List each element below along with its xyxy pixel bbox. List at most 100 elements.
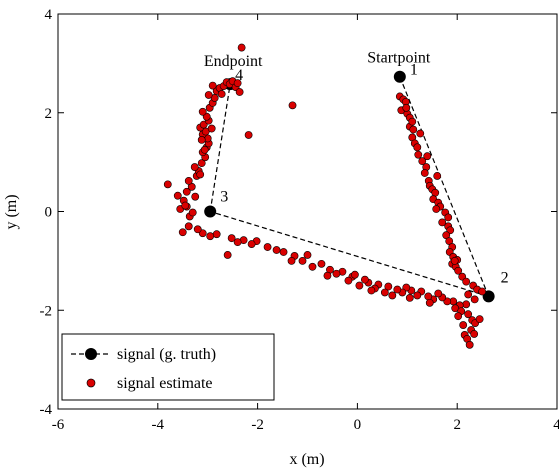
truth-point-label: 4 — [235, 67, 243, 84]
truth-point — [204, 205, 217, 218]
legend-truth-marker — [85, 348, 97, 360]
truth-point-label: 3 — [220, 189, 228, 206]
estimate-point — [420, 169, 429, 177]
truth-point — [482, 290, 495, 303]
estimate-point — [459, 321, 468, 329]
estimate-point — [408, 117, 417, 126]
estimate-point — [303, 251, 312, 259]
estimate-point — [438, 218, 447, 227]
estimate-point — [247, 240, 256, 248]
estimate-point — [197, 159, 206, 168]
truth-path-segment — [209, 84, 231, 212]
x-tick-label: 2 — [453, 417, 461, 433]
estimate-point — [450, 256, 459, 265]
estimate-point — [323, 271, 332, 280]
estimate-point — [173, 191, 182, 200]
estimate-point — [288, 101, 297, 110]
estimate-point — [414, 150, 423, 159]
estimate-point — [287, 256, 296, 265]
truth-point — [393, 70, 406, 83]
estimate-point — [425, 298, 434, 307]
annotation-layer: Startpoint Endpoint — [204, 50, 431, 70]
legend-estimate-marker — [86, 378, 96, 388]
estimate-point — [402, 103, 411, 112]
estimate-point — [204, 91, 213, 99]
estimate-point — [462, 277, 471, 286]
estimate-point — [388, 291, 397, 300]
estimate-point — [227, 234, 236, 243]
estimate-point — [182, 187, 191, 196]
estimate-point — [237, 43, 246, 52]
estimate-point — [418, 157, 427, 166]
estimate-point — [423, 152, 432, 161]
estimate-point — [206, 232, 215, 241]
truth-point-label: 1 — [410, 62, 418, 79]
estimate-point — [332, 269, 341, 278]
estimate-point — [163, 180, 172, 189]
x-tick-label: -4 — [152, 417, 165, 433]
estimate-point — [279, 248, 288, 256]
estimate-point — [190, 163, 199, 171]
y-tick-label: -4 — [40, 402, 53, 418]
estimate-point — [434, 289, 443, 298]
estimate-point — [464, 290, 473, 299]
estimate-point — [200, 145, 209, 154]
legend-box — [61, 333, 275, 401]
x-tick-label: 0 — [354, 417, 362, 433]
estimate-point — [478, 287, 487, 296]
estimate-point — [464, 310, 473, 319]
estimate-point — [409, 125, 418, 134]
estimate-point — [217, 90, 226, 98]
estimate-point — [424, 292, 433, 301]
estimate-point — [475, 315, 484, 324]
estimate-point — [244, 131, 253, 139]
estimate-point — [208, 81, 217, 90]
estimate-point — [462, 300, 471, 309]
annotation-label: Endpoint — [204, 53, 263, 70]
truth-point-label: 2 — [501, 269, 509, 286]
estimate-point — [263, 243, 272, 251]
estimate-point — [196, 170, 205, 179]
y-tick-label: 2 — [45, 106, 53, 122]
estimate-point — [470, 330, 479, 338]
estimate-point — [233, 238, 242, 247]
estimate-point — [413, 143, 422, 152]
estimate-point — [344, 276, 353, 285]
truth-path-segment — [210, 210, 489, 297]
estimate-point — [380, 288, 389, 297]
estimate-point — [413, 291, 422, 300]
estimate-point — [367, 286, 376, 295]
estimate-point — [223, 251, 232, 259]
estimate-point — [317, 259, 326, 268]
y-tick-label: 0 — [45, 205, 53, 221]
estimate-point — [197, 136, 206, 144]
y-axis-label: y (m) — [3, 194, 20, 229]
estimate-point — [465, 340, 474, 349]
estimate-point — [360, 275, 369, 284]
x-tick-label: 4 — [553, 417, 559, 433]
estimate-point — [308, 262, 317, 271]
estimate-point — [235, 88, 244, 96]
estimate-point — [431, 188, 440, 197]
estimate-point — [207, 124, 216, 133]
estimate-point — [198, 107, 207, 116]
estimate-point — [184, 176, 193, 185]
estimate-point — [405, 294, 414, 302]
y-tick-label: 4 — [45, 7, 53, 23]
estimate-point — [444, 213, 453, 222]
estimate-point — [384, 282, 393, 291]
estimate-point — [432, 205, 441, 213]
estimate-point — [298, 256, 307, 265]
legend: signal (g. truth) signal estimate — [61, 333, 275, 401]
ground-truth-layer: 1 2 3 4 — [204, 62, 509, 303]
estimate-point — [454, 312, 463, 321]
legend-estimate-label: signal estimate — [117, 375, 213, 392]
estimate-point — [184, 222, 193, 231]
estimate-point — [393, 285, 402, 294]
estimate-point — [233, 79, 242, 88]
estimate-point — [355, 281, 364, 290]
estimate-point — [454, 266, 463, 275]
estimate-point — [181, 201, 190, 210]
